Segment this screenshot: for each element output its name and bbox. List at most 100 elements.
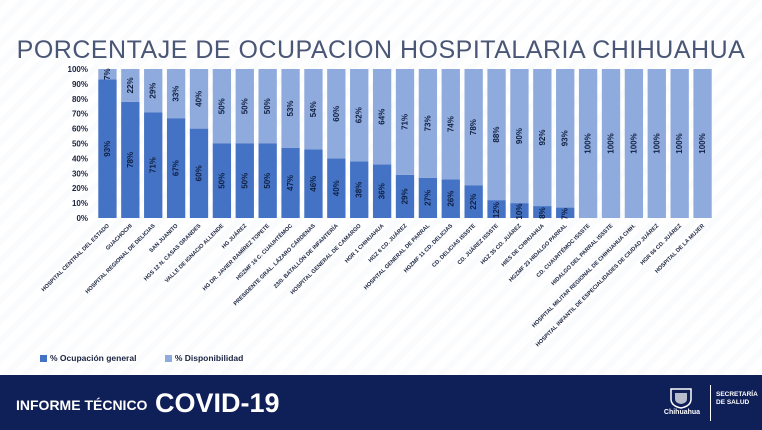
bar-ocupacion: [533, 206, 552, 218]
logo-text: Chihuahua: [663, 409, 701, 416]
covid-label: COVID-19: [155, 388, 280, 418]
data-label-disponibilidad: 29%: [149, 83, 158, 99]
data-label-disponibilidad: 73%: [423, 115, 432, 131]
bar-disponibilidad: [647, 69, 666, 218]
data-label-ocupacion: 67%: [172, 160, 181, 176]
data-label-disponibilidad: 40%: [195, 91, 204, 107]
data-label-disponibilidad: 53%: [286, 100, 295, 116]
x-tick-label: HOSPITAL MILITAR REGIONAL DE CHIHUAHUA C…: [531, 223, 637, 329]
informe-tecnico-label: INFORME TÉCNICO: [16, 397, 148, 413]
data-label-disponibilidad: 62%: [355, 107, 364, 123]
data-label-ocupacion: 38%: [355, 182, 364, 198]
data-label-ocupacion: 78%: [126, 152, 135, 168]
bar-disponibilidad: [258, 69, 277, 144]
bar-ocupacion: [212, 143, 232, 218]
y-tick-label: 40%: [72, 154, 88, 163]
data-label-disponibilidad: 100%: [629, 133, 638, 153]
bar-ocupacion: [98, 79, 117, 219]
y-tick-label: 100%: [68, 65, 88, 74]
bar-disponibilidad: [166, 69, 186, 119]
x-tick-label: HGZ 6 CD. JUÁREZ: [367, 222, 409, 264]
bar-disponibilidad: [372, 69, 392, 165]
x-tick-label: PRESIDENTE GRAL. LÁZARO CÁRDENAS: [232, 222, 317, 307]
bar-ocupacion: [350, 161, 369, 218]
data-label-disponibilidad: 54%: [309, 101, 318, 117]
bar-disponibilidad: [510, 69, 529, 204]
data-label-disponibilidad: 50%: [240, 98, 249, 114]
bar-disponibilidad: [144, 69, 163, 113]
footer-banner: INFORME TÉCNICO COVID-19 Chihuahua SECRE…: [0, 375, 762, 430]
data-label-disponibilidad: 74%: [446, 116, 455, 132]
data-label-ocupacion: 27%: [423, 190, 432, 206]
data-label-ocupacion: 50%: [240, 173, 249, 189]
bar-disponibilidad: [670, 69, 689, 218]
x-tick-label: CD. DELICIAS ISSSTE: [431, 223, 477, 269]
y-tick-label: 20%: [72, 184, 88, 193]
bar-disponibilidad: [121, 69, 140, 102]
bar-ocupacion: [144, 112, 163, 218]
bar-ocupacion: [556, 207, 575, 218]
data-label-ocupacion: 71%: [149, 157, 158, 173]
data-label-ocupacion: 8%: [538, 207, 547, 219]
data-label-disponibilidad: 100%: [698, 133, 707, 153]
page-title: PORCENTAJE DE OCUPACION HOSPITALARIA CHI…: [16, 36, 746, 64]
data-label-ocupacion: 22%: [469, 194, 478, 210]
bar-ocupacion: [418, 177, 438, 218]
bar-ocupacion: [395, 174, 415, 218]
data-label-ocupacion: 7%: [561, 208, 570, 220]
bar-disponibilidad: [578, 69, 598, 218]
y-tick-label: 10%: [72, 199, 88, 208]
bar-disponibilidad: [464, 69, 483, 186]
bar-disponibilidad: [304, 69, 323, 150]
bar-disponibilidad: [418, 69, 438, 178]
y-tick-label: 90%: [72, 80, 88, 89]
bar-disponibilidad: [601, 69, 621, 218]
data-label-disponibilidad: 71%: [401, 114, 410, 130]
chihuahua-shield-icon: [670, 388, 692, 409]
data-label-ocupacion: 12%: [492, 202, 501, 218]
legend-swatch-disponibilidad: [164, 355, 172, 362]
legend-label-disponibilidad: % Disponibilidad: [174, 353, 244, 363]
secretaria-line2: DE SALUD: [716, 399, 750, 406]
chart-legend: % Ocupación general % Disponibilidad: [40, 353, 269, 363]
bar-ocupacion: [281, 147, 300, 218]
bar-disponibilidad: [189, 69, 209, 129]
footer-divider: [710, 385, 711, 421]
x-tick-label: CD. JUÁREZ ISSSTE: [456, 222, 500, 266]
bar-ocupacion: [510, 203, 529, 218]
data-label-ocupacion: 93%: [103, 141, 112, 157]
data-label-disponibilidad: 90%: [515, 128, 524, 144]
x-tick-label: HGZ 35 CD. JUÁREZ: [479, 222, 523, 266]
bar-disponibilidad: [395, 69, 415, 175]
bar-ocupacion: [441, 179, 460, 218]
data-label-ocupacion: 40%: [332, 180, 341, 196]
y-tick-label: 70%: [72, 110, 88, 119]
bar-ocupacion: [166, 118, 186, 218]
data-label-disponibilidad: 92%: [538, 130, 547, 146]
bar-disponibilidad: [235, 69, 254, 144]
data-label-ocupacion: 29%: [401, 188, 410, 204]
bar-disponibilidad: [533, 69, 552, 207]
legend-item-disponibilidad: % Disponibilidad: [164, 353, 244, 363]
bar-ocupacion: [464, 185, 483, 218]
data-label-disponibilidad: 100%: [675, 133, 684, 153]
data-label-ocupacion: 26%: [446, 191, 455, 207]
y-tick-label: 50%: [72, 140, 88, 149]
x-tick-label: HOSPITAL DE LA MUJER: [654, 223, 706, 275]
data-label-ocupacion: 47%: [286, 175, 295, 191]
bar-ocupacion: [327, 158, 346, 218]
data-label-disponibilidad: 100%: [584, 133, 593, 153]
bar-ocupacion: [487, 200, 506, 218]
data-label-ocupacion: 50%: [217, 173, 226, 189]
y-tick-label: 80%: [72, 95, 88, 104]
bar-ocupacion: [189, 128, 209, 218]
data-label-disponibilidad: 50%: [263, 98, 272, 114]
data-label-ocupacion: 10%: [515, 204, 524, 220]
x-tick-label: HGR 66 CD. JUÁREZ: [639, 222, 683, 266]
bar-disponibilidad: [556, 69, 575, 208]
data-label-disponibilidad: 60%: [332, 106, 341, 122]
bar-ocupacion: [258, 143, 277, 218]
data-label-ocupacion: 36%: [378, 183, 387, 199]
secretaria-line1: SECRETARÍA: [716, 391, 758, 398]
